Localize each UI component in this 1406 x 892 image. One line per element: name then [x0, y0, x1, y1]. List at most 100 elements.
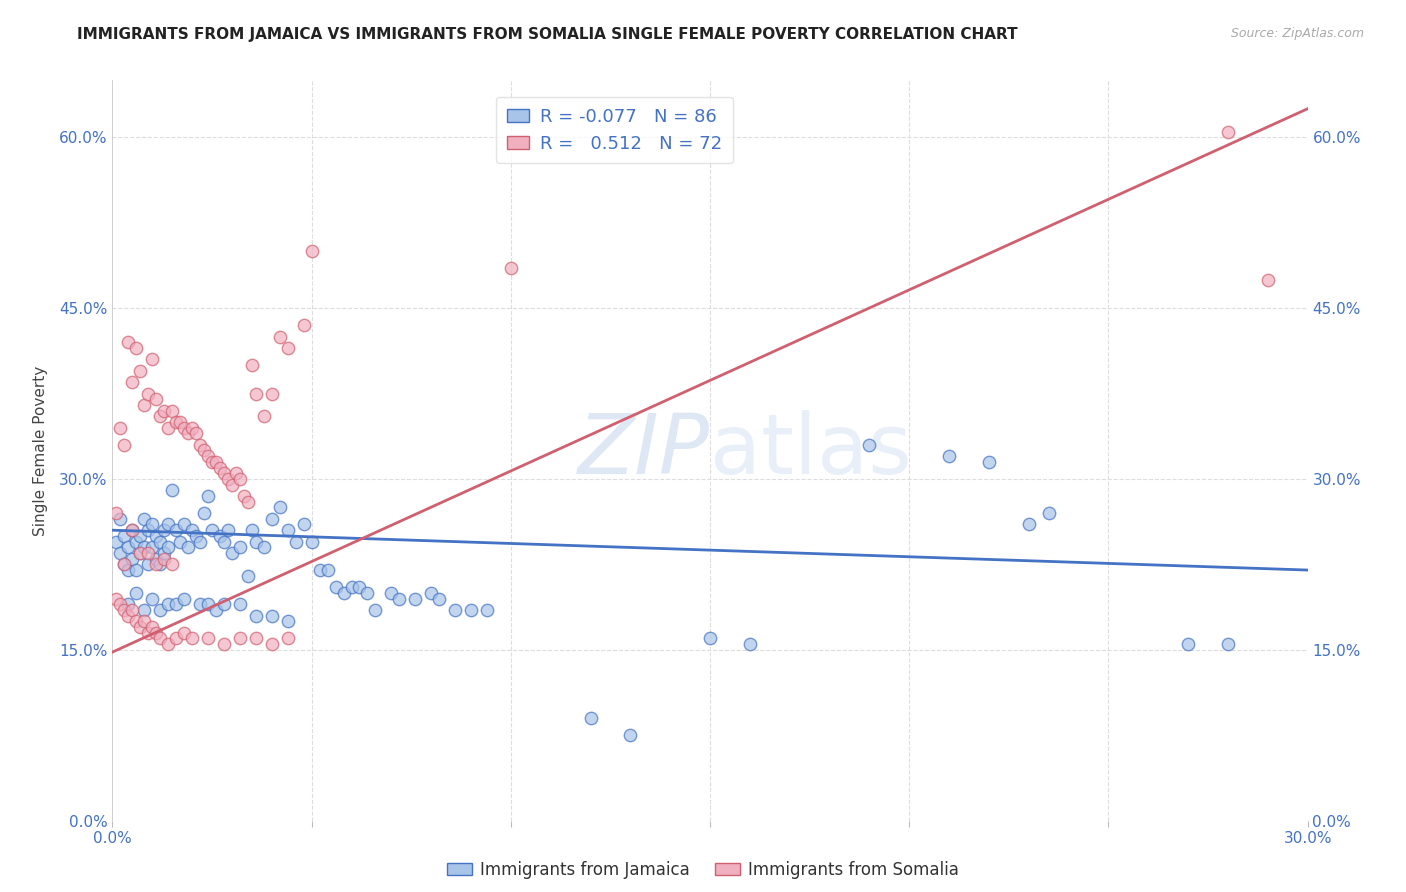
Point	[145, 392, 167, 407]
Point	[260, 512, 283, 526]
Point	[332, 586, 354, 600]
Point	[114, 529, 135, 543]
Point	[240, 358, 263, 372]
Point	[236, 568, 259, 582]
Point	[188, 597, 211, 611]
Point	[349, 580, 371, 594]
Point	[188, 438, 211, 452]
Point	[260, 637, 283, 651]
Point	[301, 534, 323, 549]
Point	[229, 541, 252, 555]
Legend: R = -0.077   N = 86, R =   0.512   N = 72: R = -0.077 N = 86, R = 0.512 N = 72	[496, 96, 733, 163]
Point	[125, 586, 148, 600]
Point	[145, 551, 167, 566]
Point	[173, 591, 195, 606]
Point	[114, 558, 135, 572]
Point	[186, 529, 208, 543]
Point	[138, 386, 160, 401]
Point	[186, 426, 208, 441]
Point	[114, 603, 135, 617]
Point	[1257, 272, 1279, 286]
Point	[579, 711, 602, 725]
Point	[292, 318, 315, 333]
Point	[110, 597, 132, 611]
Point	[1038, 506, 1060, 520]
Point	[149, 409, 172, 424]
Point	[165, 415, 187, 429]
Point	[444, 603, 467, 617]
Point	[364, 603, 387, 617]
Point	[117, 563, 139, 577]
Point	[117, 597, 139, 611]
Point	[197, 632, 219, 646]
Point	[149, 603, 172, 617]
Point	[212, 637, 235, 651]
Point	[292, 517, 315, 532]
Point	[277, 523, 299, 537]
Point	[117, 608, 139, 623]
Point	[325, 580, 347, 594]
Point	[201, 523, 224, 537]
Point	[209, 460, 232, 475]
Point	[141, 541, 163, 555]
Point	[141, 591, 163, 606]
Point	[121, 523, 143, 537]
Point	[284, 534, 307, 549]
Point	[858, 438, 880, 452]
Point	[138, 625, 160, 640]
Point	[212, 534, 235, 549]
Point	[277, 615, 299, 629]
Point	[110, 420, 132, 434]
Point	[121, 551, 143, 566]
Point	[149, 632, 172, 646]
Point	[260, 386, 283, 401]
Point	[145, 558, 167, 572]
Point	[141, 620, 163, 634]
Point	[145, 529, 167, 543]
Point	[205, 603, 228, 617]
Point	[225, 467, 247, 481]
Point	[308, 563, 330, 577]
Point	[125, 341, 148, 355]
Point	[221, 477, 243, 491]
Point	[197, 597, 219, 611]
Point	[380, 586, 402, 600]
Point	[188, 534, 211, 549]
Point	[134, 398, 156, 412]
Point	[141, 517, 163, 532]
Point	[173, 517, 195, 532]
Point	[173, 625, 195, 640]
Point	[475, 603, 498, 617]
Point	[117, 335, 139, 350]
Point	[181, 632, 204, 646]
Point	[125, 563, 148, 577]
Text: Source: ZipAtlas.com: Source: ZipAtlas.com	[1230, 27, 1364, 40]
Point	[209, 529, 232, 543]
Point	[316, 563, 339, 577]
Point	[121, 603, 143, 617]
Point	[197, 449, 219, 463]
Point	[149, 558, 172, 572]
Point	[125, 534, 148, 549]
Point	[738, 637, 761, 651]
Point	[162, 483, 183, 498]
Point	[245, 386, 267, 401]
Point	[221, 546, 243, 560]
Text: ZIP: ZIP	[578, 410, 710, 491]
Point	[277, 341, 299, 355]
Point	[269, 500, 291, 515]
Point	[340, 580, 363, 594]
Point	[177, 541, 200, 555]
Point	[181, 523, 204, 537]
Point	[157, 637, 180, 651]
Point	[162, 558, 183, 572]
Point	[134, 512, 156, 526]
Point	[269, 329, 291, 343]
Point	[212, 467, 235, 481]
Point	[212, 597, 235, 611]
Point	[245, 632, 267, 646]
Point	[177, 426, 200, 441]
Point	[121, 375, 143, 389]
Point	[129, 546, 152, 560]
Text: atlas: atlas	[710, 410, 911, 491]
